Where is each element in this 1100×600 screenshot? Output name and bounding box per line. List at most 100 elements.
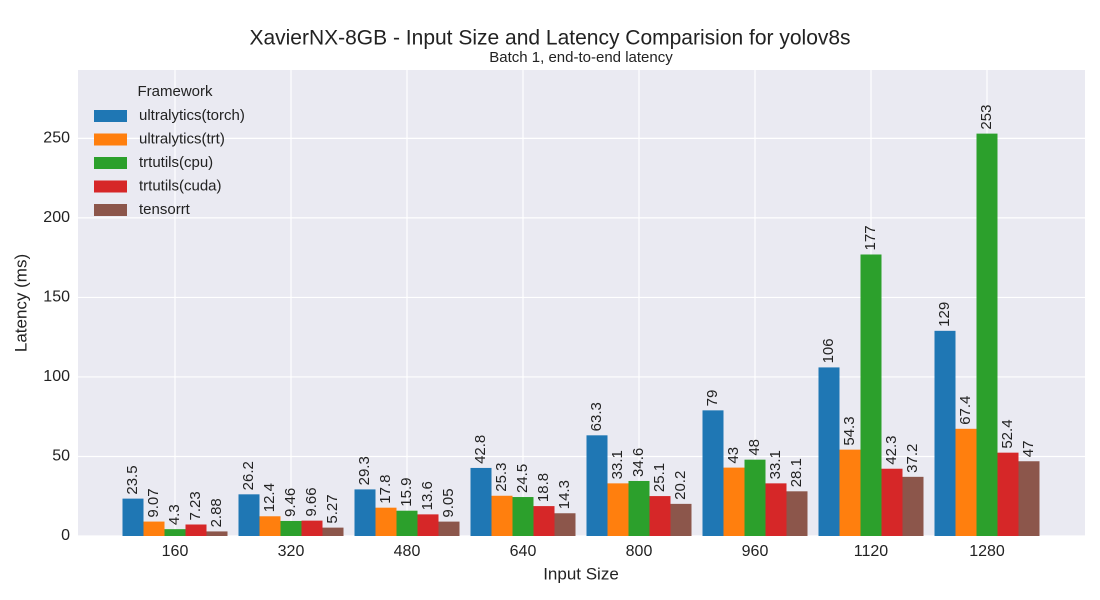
y-tick-label: 50	[52, 448, 70, 465]
legend-swatch	[94, 180, 127, 193]
value-label: 9.66	[303, 487, 320, 516]
value-label: 24.5	[514, 464, 531, 493]
value-label: 17.8	[377, 474, 394, 503]
bar	[765, 483, 787, 536]
bar	[417, 514, 439, 536]
x-tick-label: 480	[394, 543, 421, 560]
bar	[702, 410, 724, 536]
x-tick-label: 640	[510, 543, 537, 560]
bar	[902, 476, 924, 536]
value-label: 253	[978, 105, 995, 130]
value-label: 9.46	[282, 488, 299, 517]
value-label: 52.4	[999, 419, 1016, 448]
y-axis-label: Latency (ms)	[11, 254, 30, 352]
bar	[586, 435, 608, 536]
bar	[744, 459, 766, 536]
bar	[628, 480, 650, 536]
bar	[818, 367, 840, 536]
value-label: 25.3	[493, 463, 510, 492]
bar	[997, 452, 1019, 536]
y-tick-label: 0	[61, 527, 70, 544]
bar	[143, 521, 165, 536]
y-tick-label: 250	[43, 130, 70, 147]
chart-title: XavierNX-8GB - Input Size and Latency Co…	[249, 27, 850, 50]
x-tick-label: 800	[626, 543, 653, 560]
bar	[206, 531, 228, 536]
bar	[955, 428, 977, 536]
bar	[164, 529, 186, 536]
legend-label: ultralytics(torch)	[139, 107, 245, 124]
value-label: 5.27	[324, 494, 341, 523]
bar	[881, 468, 903, 536]
value-label: 33.1	[609, 450, 626, 479]
legend-label: trtutils(cpu)	[139, 154, 213, 171]
bars: 23.5 26.2 29.3 42.8 63.3 79 106 129 9.07 12.4 17.8…	[122, 105, 1040, 537]
legend: Framework ultralytics(torch) ultralytics(…	[94, 83, 245, 218]
bar	[375, 507, 397, 536]
value-label: 12.4	[261, 483, 278, 512]
value-label: 67.4	[957, 396, 974, 425]
value-label: 7.23	[187, 491, 204, 520]
legend-swatch	[94, 110, 127, 122]
value-label: 26.2	[240, 461, 257, 490]
value-label: 79	[704, 390, 721, 407]
x-tick-label: 160	[162, 543, 189, 560]
bar	[259, 516, 281, 536]
bar	[438, 521, 460, 536]
bar	[322, 527, 344, 536]
value-label: 13.6	[419, 481, 436, 510]
value-label: 106	[820, 338, 837, 363]
value-label: 54.3	[841, 416, 858, 445]
bar	[280, 520, 302, 536]
value-label: 2.88	[208, 498, 225, 527]
value-label: 18.8	[535, 473, 552, 502]
bar	[533, 506, 555, 536]
legend-label: tensorrt	[139, 201, 191, 218]
value-label: 15.9	[398, 478, 415, 507]
bar	[554, 513, 576, 536]
legend-title: Framework	[137, 83, 213, 100]
value-label: 129	[936, 302, 953, 327]
grid: 0 50 100 150 200 250 160 320 480 640 800 960 1120 128…	[43, 70, 1085, 560]
value-label: 9.05	[440, 488, 457, 517]
bar	[396, 510, 418, 536]
value-label: 47	[1020, 441, 1037, 458]
legend-swatch	[94, 204, 127, 216]
value-label: 29.3	[356, 456, 373, 485]
bar	[238, 494, 260, 536]
value-label: 37.2	[904, 444, 921, 473]
bar	[839, 449, 861, 536]
bar	[470, 467, 492, 536]
y-tick-label: 200	[43, 209, 70, 226]
bar	[670, 503, 692, 536]
bar	[934, 330, 956, 536]
value-label: 14.3	[556, 480, 573, 509]
bar	[122, 498, 144, 536]
bar	[649, 496, 671, 536]
bar	[860, 254, 882, 537]
x-tick-label: 320	[278, 543, 305, 560]
legend-label: trtutils(cuda)	[139, 177, 222, 194]
value-label: 42.3	[883, 436, 900, 465]
value-label: 25.1	[651, 463, 668, 492]
value-label: 28.1	[788, 458, 805, 487]
chart-subtitle: Batch 1, end-to-end latency	[489, 49, 673, 66]
legend-swatch	[94, 133, 127, 146]
value-label: 34.6	[630, 448, 647, 477]
value-label: 4.3	[166, 504, 183, 525]
bar	[1018, 461, 1040, 536]
value-label: 9.07	[145, 488, 162, 517]
value-label: 20.2	[672, 471, 689, 500]
legend-label: ultralytics(trt)	[139, 130, 225, 147]
bar	[301, 520, 323, 536]
bar	[607, 483, 629, 536]
bar	[354, 489, 376, 536]
bar	[786, 491, 808, 536]
legend-swatch	[94, 157, 127, 169]
bar	[512, 497, 534, 536]
x-tick-label: 1280	[969, 543, 1005, 560]
value-label: 63.3	[588, 402, 605, 431]
x-tick-label: 960	[742, 543, 769, 560]
value-label: 177	[862, 225, 879, 250]
